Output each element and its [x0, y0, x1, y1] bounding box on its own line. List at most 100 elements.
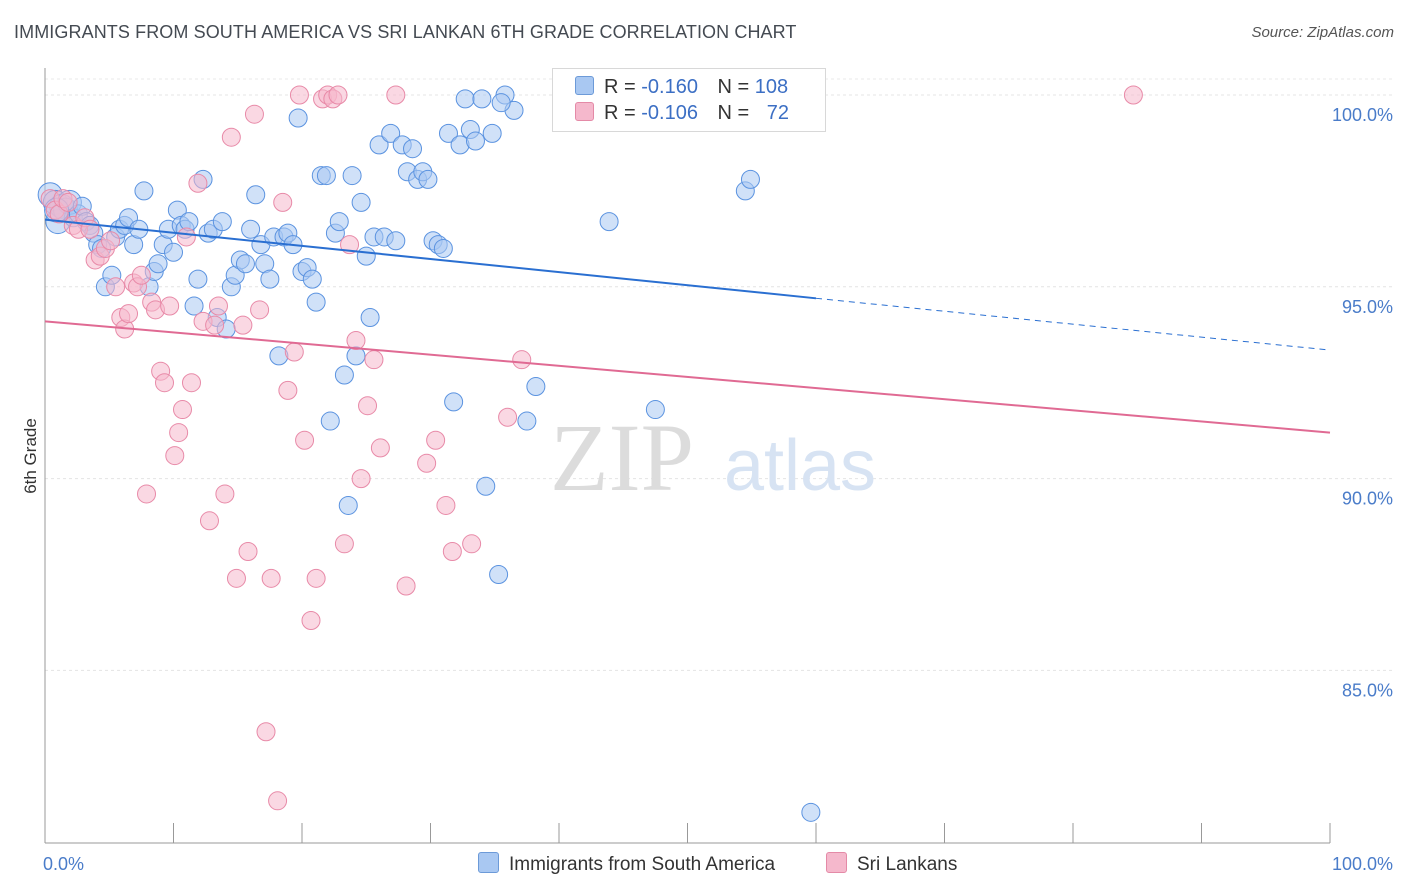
point-sri-lankans: [155, 373, 175, 393]
legend-n-value: 108: [754, 76, 789, 98]
point-south-america: [260, 269, 280, 289]
point-south-america: [438, 123, 458, 143]
point-south-america: [334, 365, 354, 385]
point-sri-lankans: [137, 484, 157, 504]
point-sri-lankans: [176, 227, 196, 247]
point-sri-lankans: [165, 446, 185, 466]
point-south-america: [444, 392, 464, 412]
point-south-america: [288, 108, 308, 128]
point-sri-lankans: [278, 380, 298, 400]
bottom-legend-label: Sri Lankans: [857, 854, 958, 875]
point-sri-lankans: [370, 438, 390, 458]
point-south-america: [740, 169, 760, 189]
point-south-america: [246, 185, 266, 205]
point-south-america: [351, 192, 371, 212]
chart-title: IMMIGRANTS FROM SOUTH AMERICA VS SRI LAN…: [14, 22, 797, 42]
point-south-america: [433, 238, 453, 258]
point-sri-lankans: [289, 85, 309, 105]
correlation-legend: R = -0.160 N = 108 R = -0.106 N = 72: [552, 68, 826, 132]
point-south-america: [134, 181, 154, 201]
y-axis-label: 6th Grade: [21, 418, 40, 494]
point-sri-lankans: [426, 430, 446, 450]
point-south-america: [369, 135, 389, 155]
point-sri-lankans: [131, 265, 151, 285]
point-south-america: [148, 254, 168, 274]
point-sri-lankans: [273, 192, 293, 212]
point-sri-lankans: [346, 331, 366, 351]
bottom-legend-swatch-blue: [478, 852, 499, 873]
point-south-america: [381, 123, 401, 143]
point-south-america: [360, 307, 380, 327]
point-sri-lankans: [233, 315, 253, 335]
legend-n-value: 72: [766, 102, 790, 124]
legend-r-label: R =: [604, 102, 636, 124]
legend-swatch-pink: [575, 102, 594, 121]
trend-line-south-america: [44, 218, 817, 300]
point-sri-lankans: [238, 541, 258, 561]
point-sri-lankans: [181, 373, 201, 393]
tick-labels: 85.0% 90.0% 95.0% 100.0% 0.0% 100.0%: [43, 105, 1393, 874]
point-sri-lankans: [295, 430, 315, 450]
point-sri-lankans: [215, 484, 235, 504]
point-south-america: [472, 89, 492, 109]
point-south-america: [320, 411, 340, 431]
point-south-america: [645, 400, 665, 420]
point-sri-lankans: [1123, 85, 1143, 105]
legend-n-label: N =: [717, 102, 750, 124]
grid-lines: [45, 78, 1392, 671]
point-south-america: [212, 212, 232, 232]
point-sri-lankans: [169, 423, 189, 443]
point-sri-lankans: [208, 296, 228, 316]
y-tick-label: 85.0%: [1342, 680, 1393, 700]
point-south-america: [455, 89, 475, 109]
point-sri-lankans: [256, 722, 276, 742]
point-south-america: [465, 131, 485, 151]
point-sri-lankans: [244, 104, 264, 124]
point-south-america: [476, 476, 496, 496]
point-sri-lankans: [205, 315, 225, 335]
point-south-america: [801, 802, 821, 822]
point-sri-lankans: [351, 469, 371, 489]
legend-row-sri-lankans: R = -0.106 N = 72: [575, 102, 789, 126]
point-south-america: [386, 231, 406, 251]
point-south-america: [338, 495, 358, 515]
point-south-america: [491, 93, 511, 113]
point-sri-lankans: [58, 192, 78, 212]
point-sri-lankans: [340, 235, 360, 255]
point-south-america: [164, 242, 183, 262]
point-sri-lankans: [364, 350, 384, 370]
point-south-america: [356, 246, 376, 266]
point-sri-lankans: [512, 350, 532, 370]
point-south-america: [306, 292, 326, 312]
legend-row-south-america: R = -0.160 N = 108: [575, 76, 788, 100]
y-tick-label: 100.0%: [1332, 105, 1393, 125]
point-south-america: [302, 269, 322, 289]
point-sri-lankans: [284, 342, 304, 362]
point-sri-lankans: [334, 534, 354, 554]
point-sri-lankans: [306, 568, 326, 588]
point-south-america: [403, 139, 423, 159]
x-tick-label-min: 0.0%: [43, 854, 84, 874]
point-south-america: [342, 166, 362, 186]
x-tick-label-max: 100.0%: [1332, 854, 1393, 874]
point-sri-lankans: [160, 296, 180, 316]
point-sri-lankans: [172, 400, 192, 420]
legend-swatch-blue: [575, 76, 594, 95]
trend-lines: [44, 218, 1331, 434]
watermark-zip: ZIP: [550, 404, 694, 511]
point-sri-lankans: [358, 396, 378, 416]
data-points: [37, 85, 1143, 822]
point-sri-lankans: [188, 173, 208, 193]
y-tick-label: 95.0%: [1342, 297, 1393, 317]
legend-r-label: R =: [604, 76, 636, 98]
point-south-america: [241, 219, 261, 239]
point-sri-lankans: [301, 611, 321, 631]
watermark-atlas: atlas: [724, 426, 876, 506]
point-sri-lankans: [386, 85, 406, 105]
point-sri-lankans: [101, 231, 121, 251]
point-sri-lankans: [119, 304, 139, 324]
legend-r-value: -0.160: [641, 76, 698, 98]
point-south-america: [188, 269, 208, 289]
point-sri-lankans: [498, 407, 518, 427]
